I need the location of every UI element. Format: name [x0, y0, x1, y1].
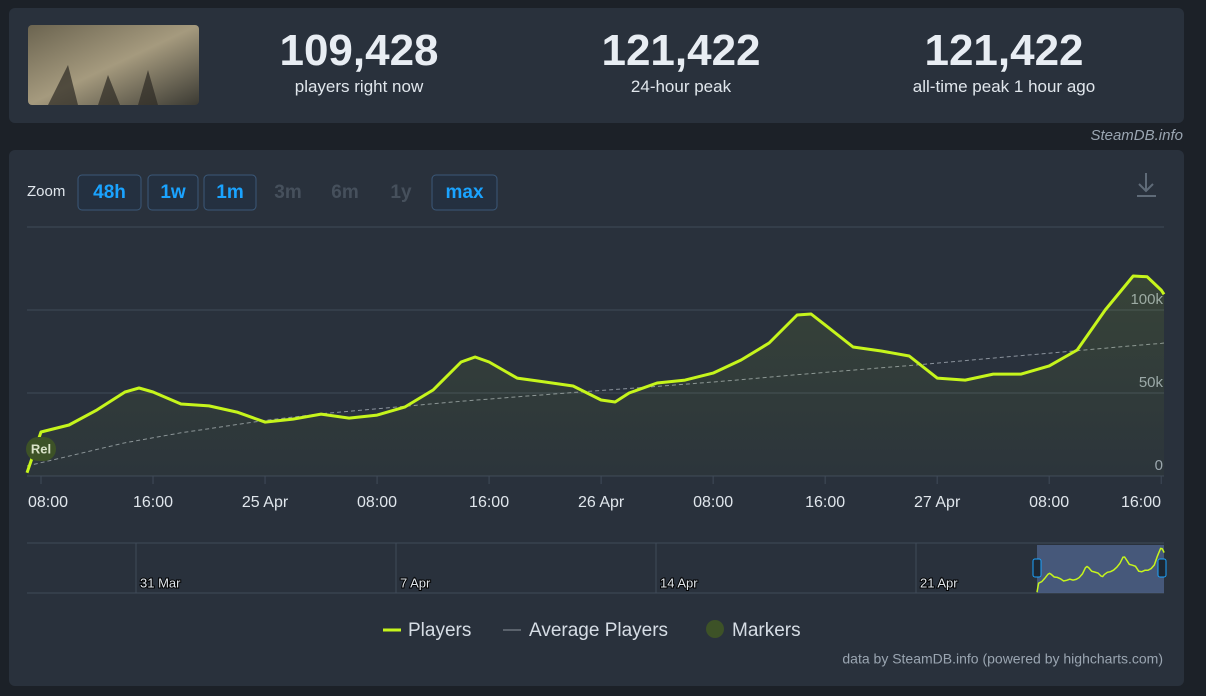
x-tick-label: 25 Apr [242, 494, 289, 511]
stat: 121,422 all-time peak 1 hour ago [854, 26, 1154, 98]
x-tick-label: 16:00 [133, 494, 173, 511]
zoom-button[interactable] [147, 174, 199, 211]
x-tick-label: 27 Apr [914, 494, 961, 511]
x-tick-label: 08:00 [1029, 494, 1069, 511]
zoom-button-label[interactable]: 48h [93, 182, 126, 203]
x-tick-label: 16:00 [805, 494, 845, 511]
marker-label: Rel [31, 441, 51, 456]
zoom-button[interactable] [203, 174, 257, 211]
marker [26, 437, 57, 461]
download-icon[interactable] [1137, 173, 1156, 197]
navigator-label: 7 Apr [400, 575, 431, 590]
zoom-button-label[interactable]: max [445, 182, 483, 203]
navigator-line [1036, 547, 1165, 593]
legend-swatch[interactable] [706, 620, 724, 638]
x-tick-label: 08:00 [693, 494, 733, 511]
stats-panel [9, 8, 1184, 123]
legend-label[interactable]: Average Players [529, 620, 668, 641]
zoom-button-label[interactable]: 1w [160, 182, 186, 203]
navigator-label: 14 Apr [660, 575, 698, 590]
zoom-button-label: 6m [331, 182, 358, 203]
stat-label: 24-hour peak [630, 77, 732, 96]
zoom-button-label: 1y [390, 182, 412, 203]
source-label: SteamDB.info [1090, 127, 1183, 144]
zoom-label: Zoom [27, 183, 65, 200]
stat-value: 109,428 [279, 26, 439, 75]
navigator-label: 21 Apr [920, 575, 958, 590]
x-tick-label: 16:00 [1121, 494, 1161, 511]
zoom-button[interactable] [431, 174, 498, 211]
stat-value: 121,422 [601, 26, 761, 75]
legend-label[interactable]: Players [408, 620, 471, 641]
navigator-handle[interactable] [1157, 558, 1167, 578]
x-tick-label: 26 Apr [578, 494, 625, 511]
stat-label: all-time peak 1 hour ago [912, 77, 1096, 96]
navigator-handle[interactable] [1032, 558, 1042, 578]
zoom-button-label[interactable]: 1m [216, 182, 243, 203]
stat-value: 121,422 [924, 26, 1084, 75]
stat: 121,422 24-hour peak [531, 26, 831, 98]
zoom-button-label: 3m [274, 182, 301, 203]
navigator-selection [1037, 545, 1164, 593]
area [27, 276, 1164, 476]
navigator-label: 31 Mar [140, 575, 181, 590]
x-tick-label: 08:00 [357, 494, 397, 511]
stat: 109,428 players right now [209, 26, 509, 98]
players-line [25, 274, 1166, 474]
x-tick-label: 16:00 [469, 494, 509, 511]
stat-label: players right now [294, 77, 424, 96]
legend-label[interactable]: Markers [732, 620, 801, 641]
game-thumbnail [28, 25, 199, 105]
x-tick-label: 08:00 [28, 494, 68, 511]
zoom-button[interactable] [77, 174, 142, 211]
credits: data by SteamDB.info (powered by highcha… [842, 651, 1163, 667]
